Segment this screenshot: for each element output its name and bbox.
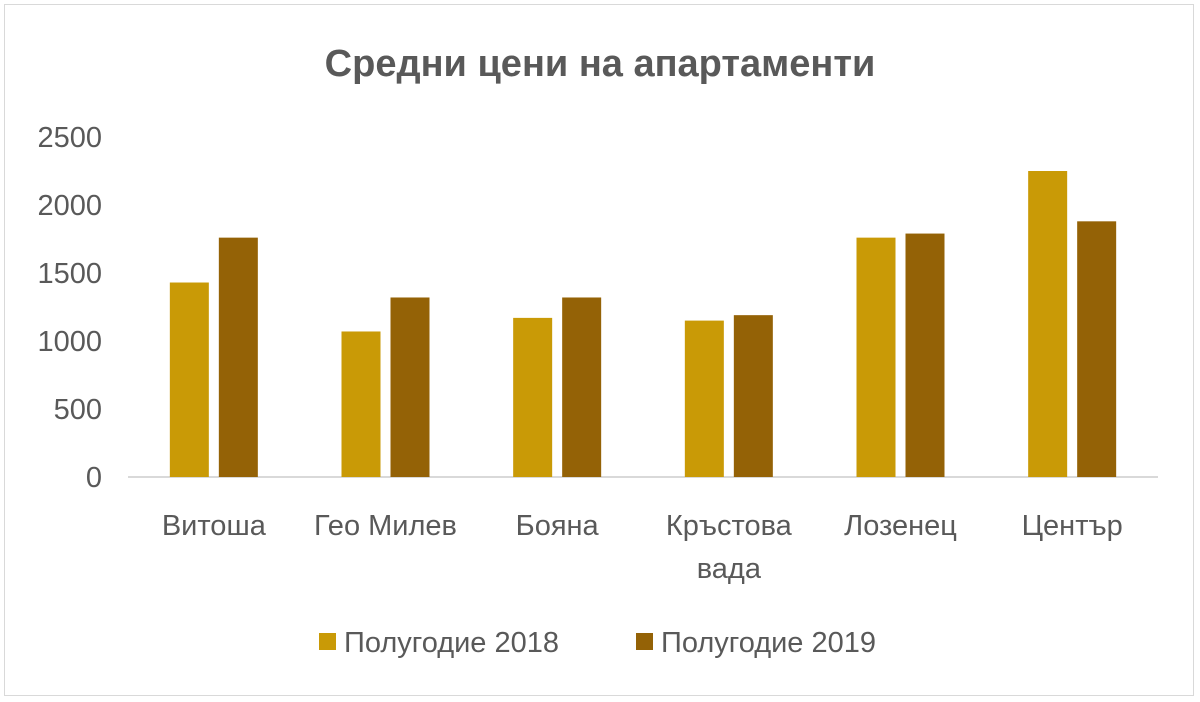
category-labels: Витоша Гео Милев Бояна Кръстова вада Лозенец Ц…	[162, 510, 1123, 585]
legend: Полугодие 2018 Полугодие 2019	[319, 627, 876, 659]
bars	[169, 171, 1117, 477]
chart-title: Средни цени на апартаменти	[325, 43, 876, 85]
category-label: Гео Милев	[314, 510, 457, 542]
y-tick-label: 1500	[37, 258, 102, 290]
category-label: Витоша	[162, 510, 267, 542]
bar-2018-2	[513, 317, 553, 477]
bar-2018-0	[169, 282, 209, 477]
y-tick-label: 1000	[37, 326, 102, 358]
category-label: Кръстова	[666, 510, 793, 542]
bar-2019-5	[1077, 221, 1117, 477]
bar-2019-1	[390, 297, 430, 477]
legend-label-2018: Полугодие 2018	[344, 627, 559, 659]
category-label: вада	[697, 553, 762, 585]
category-label: Лозенец	[844, 510, 957, 542]
y-tick-label: 0	[86, 462, 102, 494]
bar-2019-2	[562, 297, 602, 477]
y-tick-label: 2000	[37, 190, 102, 222]
bar-2018-5	[1028, 171, 1068, 477]
bar-2019-0	[218, 237, 258, 477]
legend-label-2019: Полугодие 2019	[661, 627, 876, 659]
legend-swatch-2019	[636, 633, 653, 650]
bar-2019-3	[733, 315, 773, 477]
bar-2018-3	[684, 320, 724, 477]
y-axis-ticks: 0 500 1000 1500 2000 2500	[37, 122, 102, 494]
category-label: Бояна	[516, 510, 600, 542]
y-tick-label: 2500	[37, 122, 102, 154]
y-tick-label: 500	[54, 394, 102, 426]
bar-2018-1	[341, 331, 381, 477]
legend-swatch-2018	[319, 633, 336, 650]
bar-2019-4	[905, 233, 945, 477]
bar-2018-4	[856, 237, 896, 477]
category-label: Център	[1022, 510, 1123, 542]
